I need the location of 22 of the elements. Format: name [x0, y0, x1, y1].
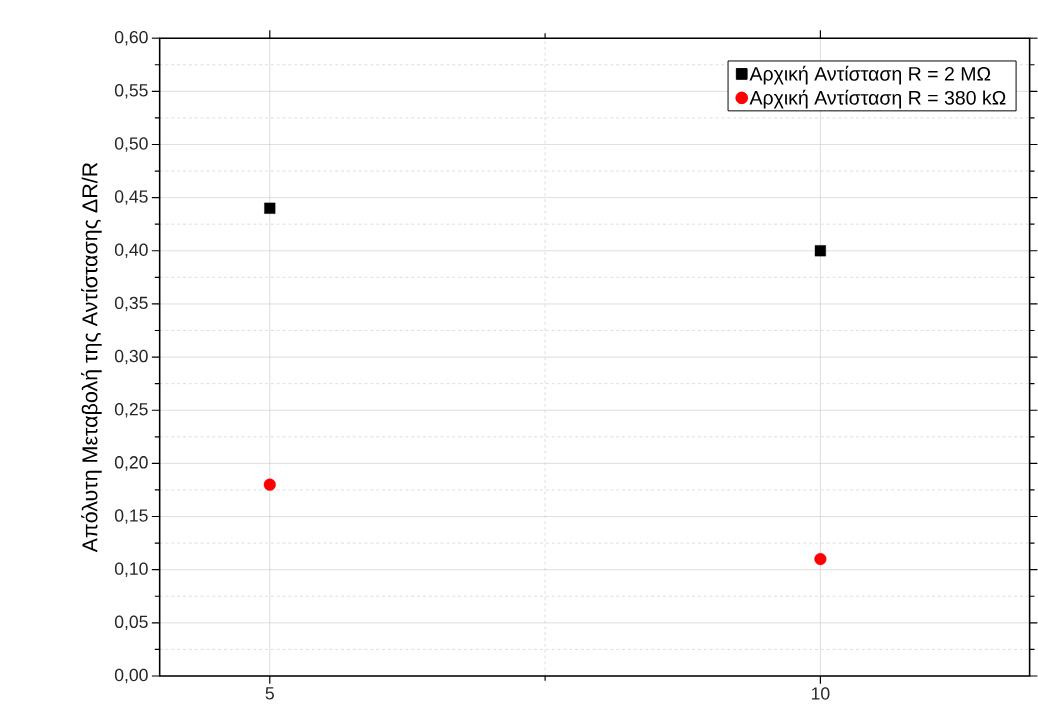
y-axis-title: Απόλυτη Μεταβολή της Αντίστασης ΔR/R: [81, 162, 102, 553]
y-tick-label: 0,00: [114, 668, 148, 684]
y-tick-label: 0,10: [114, 562, 148, 578]
y-tick-label: 0,60: [114, 31, 148, 46]
y-tick-label: 0,25: [114, 403, 148, 418]
y-tick-label: 0,50: [114, 137, 148, 152]
y-tick-label: 0,20: [114, 456, 148, 471]
x-tick-label: 10: [811, 687, 830, 700]
point: [814, 553, 827, 566]
y-tick-label: 0,30: [114, 349, 148, 365]
legend-label: Αρχική Αντίσταση R = 2 MΩ: [749, 65, 991, 85]
legend-label: Αρχική Αντίσταση R = 380 kΩ: [749, 89, 1006, 109]
y-tick-label: 0,55: [114, 84, 148, 99]
point: [264, 202, 276, 214]
y-tick-label: 0,35: [114, 296, 148, 312]
y-tick-label: 0,05: [114, 615, 148, 631]
point: [814, 245, 826, 257]
point: [263, 478, 276, 491]
y-tick-label: 0,15: [114, 509, 148, 524]
y-tick-label: 0,45: [114, 190, 148, 206]
x-tick-label: 5: [265, 687, 274, 700]
y-tick-label: 0,40: [114, 243, 148, 259]
